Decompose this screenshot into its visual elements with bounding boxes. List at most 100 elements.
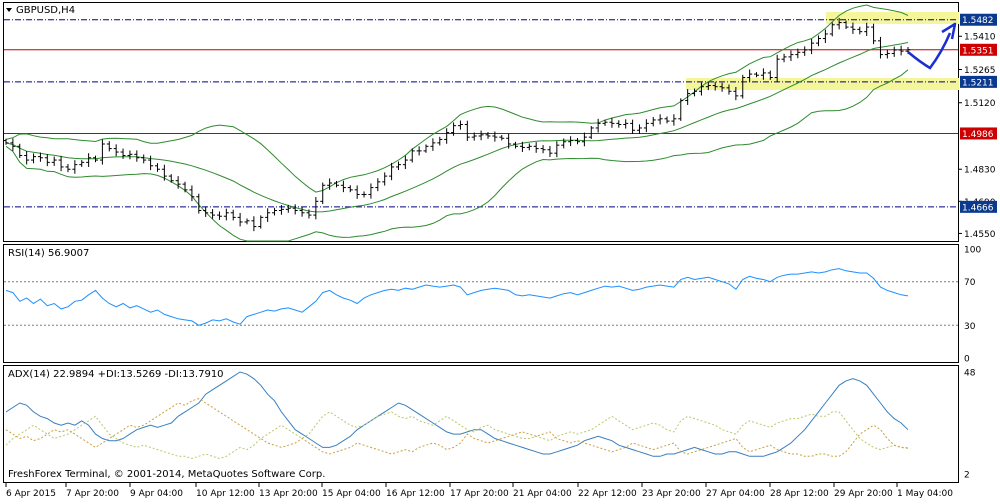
candle: [258, 215, 264, 229]
level-label-bg: [960, 200, 997, 213]
candle: [175, 176, 181, 189]
candle: [451, 122, 457, 136]
candle: [471, 132, 477, 141]
candle: [375, 178, 381, 192]
rsi-panel-frame: [3, 244, 959, 363]
candle: [712, 81, 718, 91]
candle: [72, 160, 78, 174]
candle: [898, 45, 904, 56]
candle: [237, 212, 243, 227]
candle: [650, 116, 656, 127]
candle: [464, 120, 470, 141]
candle: [871, 23, 877, 45]
candle: [437, 136, 443, 146]
candle: [678, 98, 684, 121]
candle: [781, 53, 787, 63]
time-tick-label: 13 Apr 20:00: [259, 489, 318, 499]
candle: [822, 29, 828, 43]
level-label-support-red: 1.4986: [962, 130, 994, 140]
time-tick-label: 6 Apr 2015: [6, 489, 56, 499]
candle: [561, 138, 567, 149]
time-tick-label: 7 Apr 20:00: [66, 489, 119, 499]
candle: [877, 36, 883, 59]
candle: [65, 164, 71, 173]
time-tick-label: 9 Apr 04:00: [130, 489, 183, 499]
candle: [196, 193, 202, 214]
time-tick-label: 29 Apr 20:00: [834, 489, 893, 499]
candle: [299, 206, 305, 217]
candle: [389, 162, 395, 181]
adx-tick-label: 2: [964, 471, 970, 481]
candle: [726, 84, 732, 95]
candle: [568, 136, 574, 147]
candle: [864, 22, 870, 36]
candle: [492, 131, 498, 142]
candle: [161, 164, 167, 181]
bollinger-middle: [5, 42, 909, 213]
candle: [189, 185, 195, 202]
bollinger-lower: [5, 69, 909, 242]
candle: [554, 141, 560, 158]
candle: [31, 153, 37, 164]
candle: [210, 209, 216, 219]
candle: [616, 120, 622, 128]
candle: [843, 20, 849, 30]
forecast-arrow: [907, 22, 957, 70]
candle: [760, 68, 766, 80]
time-tick-label: 28 Apr 12:00: [770, 489, 829, 499]
candle: [815, 35, 821, 47]
candle: [265, 208, 271, 222]
main-panel-frame: [3, 2, 959, 242]
candle: [395, 161, 401, 171]
level-label-resistance-dash: 1.5482: [962, 16, 994, 26]
level-label-low-dash: 1.4666: [962, 203, 994, 213]
candle: [574, 137, 580, 145]
candle: [850, 22, 856, 34]
candle: [230, 209, 236, 221]
candle: [127, 150, 133, 160]
price-tick-label: 1.4550: [964, 230, 996, 240]
candle: [44, 154, 50, 167]
candle: [533, 142, 539, 153]
candle: [767, 70, 773, 80]
candle: [216, 211, 222, 220]
candle: [168, 174, 174, 183]
candle: [623, 119, 629, 129]
adx-line: [5, 371, 909, 457]
bollinger-upper: [5, 4, 909, 193]
rsi-line: [5, 268, 909, 326]
candle: [306, 209, 312, 219]
candle: [657, 114, 663, 125]
candle: [519, 141, 525, 152]
candle: [17, 143, 23, 159]
candle: [609, 117, 615, 128]
rsi-tick-label: 70: [964, 278, 976, 288]
candle: [829, 22, 835, 37]
candle: [402, 155, 408, 170]
rsi-tick-label: 100: [964, 246, 981, 256]
level-label-bg: [960, 75, 997, 88]
candle: [788, 50, 794, 61]
candle: [24, 151, 30, 165]
price-tick-label: 1.5410: [964, 33, 996, 43]
candle: [134, 150, 140, 162]
candle: [58, 155, 64, 172]
candle: [547, 145, 553, 157]
candle: [361, 191, 367, 198]
time-tick-label: 22 Apr 12:00: [578, 489, 637, 499]
candle: [354, 185, 360, 199]
candle: [595, 118, 601, 133]
rsi-layer: 100 70 30 0: [4, 246, 981, 365]
rsi-title: RSI(14) 56.9007: [8, 248, 89, 259]
candle: [3, 138, 9, 145]
candle: [223, 208, 229, 221]
candle: [809, 39, 815, 55]
panel-menu-icon[interactable]: [6, 8, 12, 12]
time-tick-label: 10 Apr 12:00: [196, 489, 255, 499]
candle: [485, 131, 491, 139]
candle: [382, 172, 388, 186]
candle: [292, 204, 298, 215]
candle: [499, 134, 505, 141]
candle: [884, 49, 890, 59]
candle: [444, 128, 450, 144]
